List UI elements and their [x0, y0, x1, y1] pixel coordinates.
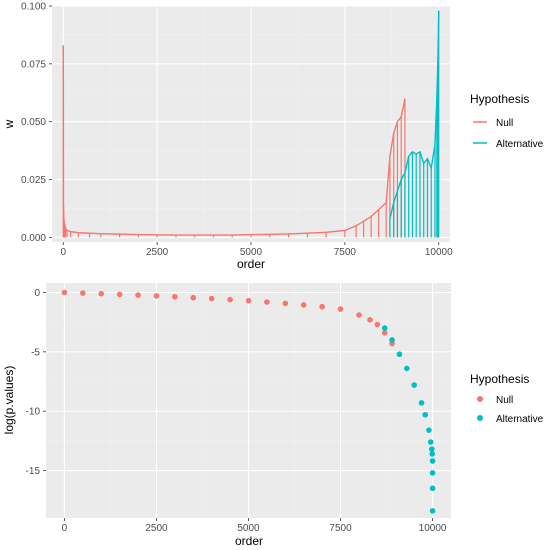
bottom-series-null-point — [374, 321, 381, 328]
bottom-y-tick-label: -10 — [26, 407, 41, 418]
bottom-series-alternative-point — [429, 458, 436, 464]
top-x-tick-label: 2500 — [146, 247, 169, 258]
top-y-tick-label: 0.025 — [21, 175, 46, 186]
bottom-legend-title: Hypothesis — [470, 372, 529, 386]
bottom-y-tick-label: -15 — [26, 466, 41, 477]
bottom-series-null-point — [227, 296, 233, 303]
bottom-series-null-point — [190, 294, 197, 301]
bottom-x-tick-label: 2500 — [145, 523, 168, 534]
bottom-series-null-point — [153, 293, 160, 299]
top-x-tick-label: 7500 — [334, 247, 357, 258]
bottom-series-alternative-point — [396, 351, 403, 358]
bottom-series-alternative-point — [427, 439, 434, 445]
bottom-series-alternative-point — [429, 470, 436, 476]
bottom-series-null-point — [116, 291, 123, 298]
bottom-series-null-point — [135, 292, 141, 298]
bottom-series-null-point — [319, 303, 325, 310]
bottom-series-null-point — [61, 289, 68, 296]
top-series-lines — [62, 10, 440, 238]
bottom-series-null-point — [300, 302, 307, 308]
top-y-tick-label: 0.000 — [21, 233, 46, 244]
top-x-tick-label: 0 — [60, 247, 66, 258]
bottom-legend: Hypothesis Null Alternative — [470, 372, 544, 425]
bottom-series-alternative-point — [418, 400, 425, 406]
top-y-tick-label: 0.050 — [21, 117, 46, 128]
bottom-series-null-point — [356, 312, 362, 318]
bottom-y-axis-title: log(p.values) — [2, 366, 16, 435]
bottom-x-tick-label: 0 — [62, 523, 68, 534]
top-x-tick-labels: 0 2500 5000 7500 10000 — [60, 242, 453, 258]
bottom-scatter-chart: 0 2500 5000 7500 10000 0 -5 -10 -15 order log(p… — [2, 283, 544, 548]
bottom-series-alternative-point — [429, 508, 436, 514]
bottom-series-null-point — [367, 316, 373, 323]
bottom-legend-key-null — [477, 396, 483, 402]
bottom-legend-key-alternative — [477, 415, 483, 421]
bottom-legend-label-null: Null — [496, 395, 513, 406]
bottom-series-alternative-point — [404, 365, 410, 372]
top-x-tick-label: 5000 — [240, 247, 263, 258]
bottom-series-null-point — [172, 293, 178, 300]
bottom-series-alternative-point — [389, 337, 395, 343]
top-legend: Hypothesis Null Alternative — [470, 92, 544, 150]
top-y-tick-label: 0.100 — [21, 2, 46, 13]
top-legend-label-null: Null — [496, 118, 513, 129]
bottom-series-null-point — [337, 306, 344, 312]
bottom-y-tick-labels: 0 -5 -10 -15 — [26, 288, 46, 477]
bottom-series-null-point — [282, 300, 289, 307]
bottom-series-alternative-point — [381, 325, 388, 331]
bottom-series-alternative-point — [429, 485, 436, 492]
bottom-series-null-point — [208, 295, 215, 302]
top-legend-label-alternative: Alternative — [496, 139, 544, 150]
top-x-axis-title: order — [237, 257, 265, 271]
bottom-series-null-point — [381, 330, 388, 336]
bottom-series-alternative-point — [422, 411, 429, 418]
bottom-series-alternative-point — [411, 382, 417, 388]
top-legend-title: Hypothesis — [470, 92, 529, 106]
bottom-series-points — [61, 289, 436, 514]
top-y-tick-label: 0.075 — [21, 59, 46, 70]
bottom-legend-label-alternative: Alternative — [496, 414, 544, 425]
top-x-tick-label: 10000 — [425, 247, 453, 258]
bottom-series-alternative-point — [426, 427, 432, 433]
bottom-series-null-point — [80, 290, 86, 296]
bottom-series-alternative-point — [429, 451, 436, 457]
bottom-y-tick-label: -5 — [31, 347, 40, 358]
top-series-alternative-line — [389, 10, 440, 220]
bottom-x-tick-label: 7500 — [329, 523, 352, 534]
top-y-axis-title: w — [2, 119, 16, 129]
top-y-tick-labels: 0.000 0.025 0.050 0.075 0.100 — [21, 2, 52, 244]
bottom-series-null-point — [98, 290, 105, 297]
bottom-gridlines — [46, 283, 451, 518]
bottom-x-tick-label: 10000 — [419, 523, 447, 534]
bottom-y-tick-label: 0 — [34, 288, 40, 299]
bottom-x-axis-title: order — [235, 534, 263, 548]
bottom-series-null-point — [264, 299, 270, 305]
bottom-series-alternative-point — [429, 446, 435, 452]
bottom-x-tick-label: 5000 — [237, 523, 260, 534]
bottom-series-null-point — [245, 297, 252, 304]
top-line-chart: 0 2500 5000 7500 10000 0.0000.0250.0500.0750… — [2, 2, 544, 272]
bottom-x-tick-labels: 0 2500 5000 7500 10000 — [62, 518, 447, 534]
